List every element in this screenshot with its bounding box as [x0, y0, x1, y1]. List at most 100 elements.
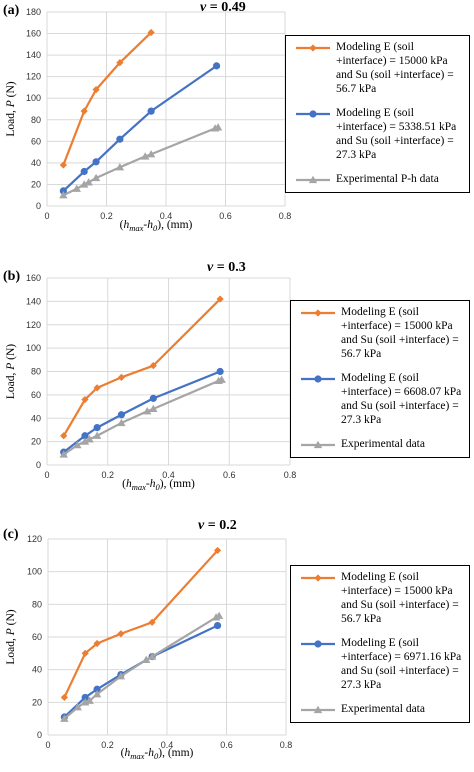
- title-value-b: = 0.3: [216, 260, 246, 275]
- y-tick-label-c-2: 40: [32, 665, 42, 675]
- data-point-a-0-4: [147, 28, 155, 37]
- legend-marker-c-0: [314, 574, 322, 582]
- legend-marker-c-2: [313, 705, 323, 714]
- legend-item-a-1: Modeling E (soil +interface) = 5338.51 k…: [288, 106, 465, 162]
- legend-swatch-b-1: [301, 375, 335, 383]
- legend-item-b-1: Modeling E (soil +interface) = 6608.07 k…: [293, 371, 465, 427]
- x-axis-title-part-c-5: ), (mm): [158, 747, 193, 759]
- data-point-a-1-0: [59, 187, 67, 195]
- data-point-a-0-1: [80, 107, 88, 115]
- series-line-b-2: [63, 378, 223, 456]
- x-axis-title-part-b-5: ), (mm): [160, 478, 195, 490]
- data-point-b-0-4: [149, 362, 157, 370]
- legend-swatch-b-0: [301, 309, 335, 317]
- x-axis-title-part-c-0: (: [121, 747, 125, 759]
- y-tick-label-c-3: 60: [32, 632, 42, 642]
- legend-label-a-0: Modeling E (soil +interface) = 15000 kPa…: [336, 41, 454, 95]
- data-point-a-1-5: [212, 62, 221, 70]
- title-value-c: = 0.2: [207, 518, 237, 533]
- legend-label-c-0: Modeling E (soil +interface) = 15000 kPa…: [341, 571, 459, 625]
- data-point-b-2-2: [80, 437, 90, 445]
- legend-item-c-2: Experimental data: [293, 702, 465, 716]
- x-tick-label-c-2: 0.4: [161, 740, 174, 750]
- y-tick-label-a-7: 140: [26, 50, 41, 60]
- series-line-c-1: [63, 624, 219, 718]
- y-axis-title-var-c: P: [5, 628, 17, 636]
- data-point-b-1-1: [81, 432, 89, 440]
- y-axis-title-main-a: Load,: [5, 107, 17, 136]
- data-point-a-2-6: [140, 152, 150, 160]
- data-point-c-2-7: [147, 652, 157, 660]
- y-tick-label-c-4: 80: [32, 599, 42, 609]
- x-axis-title-part-a-2: max: [129, 223, 143, 233]
- x-tick-label-a-2: 0.4: [160, 211, 173, 221]
- y-tick-label-c-1: 20: [32, 697, 42, 707]
- series-line-a-1: [62, 64, 218, 192]
- x-axis-title-part-a-0: (: [120, 219, 124, 231]
- x-tick-label-c-0: 0: [45, 740, 50, 750]
- legend-marker-a-2: [308, 175, 318, 184]
- legend-swatch-c-1: [301, 640, 335, 648]
- data-point-c-1-1: [81, 693, 89, 702]
- y-tick-label-b-4: 80: [31, 367, 41, 377]
- y-tick-label-a-4: 80: [31, 115, 41, 125]
- legend-item-b-0: Modeling E (soil +interface) = 15000 kPa…: [293, 305, 465, 361]
- y-tick-label-a-3: 60: [31, 136, 41, 146]
- x-tick-label-b-1: 0.2: [101, 470, 114, 480]
- legend-label-b-2: Experimental data: [341, 438, 425, 450]
- legend-label-a-1: Modeling E (soil +interface) = 5338.51 k…: [336, 107, 457, 161]
- data-point-a-2-9: [213, 123, 223, 131]
- panel-label-c: (c): [3, 527, 19, 542]
- legend-c: Modeling E (soil +interface) = 15000 kPa…: [290, 565, 470, 723]
- legend-label-a-2: Experimental P-h data: [336, 173, 439, 185]
- x-tick-label-a-1: 0.2: [100, 211, 113, 221]
- series-line-c-0: [63, 549, 219, 698]
- chart-title-b: ν = 0.3: [207, 260, 246, 276]
- legend-swatch-a-1: [296, 110, 330, 118]
- legend-label-c-1: Modeling E (soil +interface) = 6971.16 k…: [341, 637, 462, 691]
- data-point-a-2-7: [146, 150, 156, 158]
- data-point-b-1-3: [117, 411, 126, 419]
- data-point-a-2-4: [91, 173, 101, 182]
- data-point-c-0-3: [117, 630, 125, 638]
- x-axis-title-part-b-1: h: [126, 478, 132, 490]
- x-tick-label-a-3: 0.6: [219, 211, 232, 221]
- x-tick-label-b-4: 0.8: [284, 470, 297, 480]
- x-axis-title-part-b-4: 0: [155, 482, 160, 492]
- y-tick-label-a-5: 100: [26, 93, 41, 103]
- data-point-b-0-3: [117, 373, 126, 381]
- legend-marker-b-0: [314, 309, 322, 317]
- legend-marker-c-1: [314, 640, 322, 648]
- legend-item-c-1: Modeling E (soil +interface) = 6971.16 k…: [293, 636, 465, 692]
- legend-item-a-0: Modeling E (soil +interface) = 15000 kPa…: [288, 40, 465, 96]
- y-axis-title-a: Load, P (N): [5, 81, 17, 136]
- series-line-a-0: [62, 31, 152, 166]
- legend-marker-b-1: [314, 375, 322, 383]
- data-point-b-1-2: [93, 424, 101, 432]
- y-tick-label-a-9: 180: [26, 7, 41, 17]
- x-tick-label-c-4: 0.8: [280, 740, 293, 750]
- legend-item-a-2: Experimental P-h data: [288, 172, 465, 186]
- legend-label-b-0: Modeling E (soil +interface) = 15000 kPa…: [341, 306, 459, 360]
- legend-swatch-b-2: [301, 440, 335, 449]
- x-tick-label-a-4: 0.8: [279, 211, 292, 221]
- x-axis-title-part-c-4: 0: [154, 751, 159, 761]
- y-tick-label-b-8: 160: [26, 273, 41, 283]
- series-line-a-2: [62, 126, 219, 197]
- data-point-b-2-7: [149, 404, 158, 413]
- y-axis-title-unit-b: (N): [5, 344, 17, 363]
- title-symbol-c: ν: [198, 518, 205, 533]
- legend-item-c-0: Modeling E (soil +interface) = 15000 kPa…: [293, 570, 465, 626]
- data-point-a-1-2: [92, 158, 100, 166]
- legend-swatch-a-0: [296, 44, 330, 52]
- data-point-b-0-2: [93, 384, 101, 392]
- x-axis-title-b: (hmax-h0), (mm): [122, 478, 195, 492]
- y-tick-label-a-8: 160: [26, 29, 41, 39]
- y-axis-title-b: Load, P (N): [5, 344, 17, 399]
- x-tick-label-c-1: 0.2: [101, 740, 114, 750]
- data-point-c-2-5: [116, 672, 126, 680]
- data-point-a-0-3: [116, 59, 124, 67]
- y-tick-label-b-7: 140: [26, 296, 41, 306]
- x-axis-title-part-b-2: max: [132, 482, 146, 492]
